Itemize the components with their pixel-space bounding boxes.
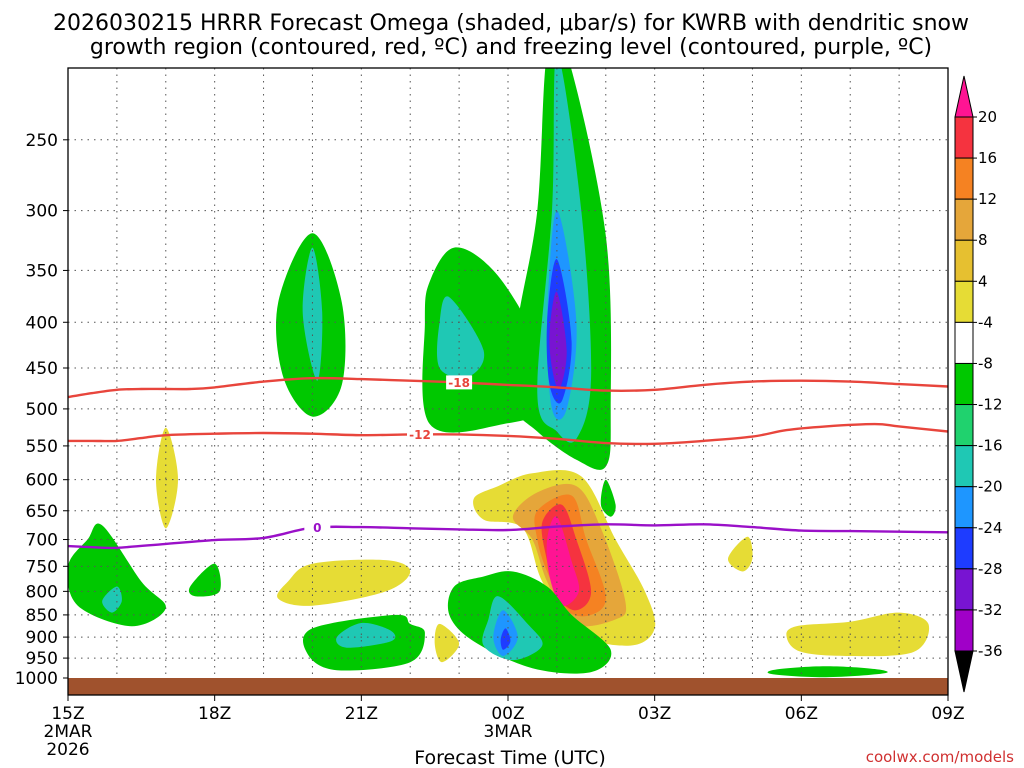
colorbar-tick-label: -12 [978, 396, 1003, 414]
contour-label-dgz-minus18: -18 [448, 376, 470, 390]
colorbar-segment [954, 404, 974, 447]
colorbar-segment [954, 486, 974, 529]
omega-region-11 [436, 296, 485, 378]
colorbar-segment [954, 116, 974, 159]
x-tick-label: 15Z [51, 704, 84, 724]
colorbar-segment [954, 280, 974, 323]
y-axis: 2503003504004505005506006507007508008509… [15, 131, 68, 689]
chart-title-line2: growth region (contoured, red, ºC) and f… [90, 35, 932, 60]
colorbar-segment [954, 568, 974, 611]
colorbar-tick-label: 20 [978, 108, 997, 126]
x-axis-label: Forecast Time (UTC) [414, 747, 605, 768]
colorbar-tick-label: 4 [978, 272, 988, 290]
y-tick-label: 700 [26, 531, 58, 551]
colorbar-tick-label: -28 [978, 560, 1003, 578]
colorbar-tick-label: -24 [978, 519, 1003, 537]
chart-title-line1: 2026030215 HRRR Forecast Omega (shaded, … [53, 11, 969, 36]
colorbar-bottom-cap [954, 650, 974, 693]
contour-freezing-level [68, 523, 948, 550]
x-tick-label: 06Z [785, 704, 818, 724]
colorbar: 20 16 12 8 4 -4 -8 -12 -16 -20 -24 -28 -32 -36 [954, 75, 1003, 693]
colorbar-segment [954, 198, 974, 241]
contour-label-bg [407, 427, 433, 442]
contour-label-bg [304, 520, 331, 535]
plot-area: -18 -12 0 [67, 67, 949, 696]
contour-dgz-minus18 [68, 376, 948, 399]
credit-text: coolwx.com/models [866, 748, 1014, 766]
y-tick-label: 850 [26, 606, 58, 626]
omega-region-9 [434, 623, 460, 663]
y-tick-label: 650 [26, 502, 58, 522]
colorbar-segment [954, 239, 974, 282]
colorbar-segment [954, 321, 974, 364]
colorbar-segment [954, 362, 974, 406]
y-tick-label: 1000 [15, 669, 58, 689]
colorbar-segment [954, 527, 974, 570]
x-tick-label: 09Z [931, 704, 964, 724]
colorbar-tick-label: 16 [978, 149, 997, 167]
omega-region-1 [102, 586, 122, 613]
omega-region-8 [336, 622, 396, 648]
colorbar-tick-label: 12 [978, 190, 997, 208]
x-tick-label: 00Z [491, 704, 524, 724]
y-tick-label: 350 [26, 261, 58, 281]
x-tick-label: 03Z [638, 704, 671, 724]
y-tick-label: 550 [26, 437, 58, 457]
y-tick-label: 900 [26, 628, 58, 648]
x-tick-label: 21Z [345, 704, 378, 724]
contour-dgz-minus12 [68, 422, 948, 446]
colorbar-segment [954, 157, 974, 200]
omega-region-6 [277, 559, 411, 606]
y-tick-label: 250 [26, 131, 58, 151]
x-date-label: 2MAR [44, 722, 93, 742]
x-tick-label: 18Z [198, 704, 231, 724]
omega-region-29 [767, 666, 888, 678]
y-tick-label: 400 [26, 313, 58, 333]
grid-lines [68, 68, 948, 678]
colorbar-tick-label: -16 [978, 437, 1003, 455]
y-tick-label: 800 [26, 582, 58, 602]
omega-region-3 [188, 563, 221, 597]
x-year-label: 2026 [46, 740, 89, 760]
y-tick-label: 450 [26, 359, 58, 379]
y-tick-label: 500 [26, 400, 58, 420]
omega-region-0 [68, 523, 166, 627]
colorbar-segment [954, 445, 974, 488]
omega-region-28 [786, 612, 930, 657]
omega-region-22 [546, 516, 580, 607]
colorbar-tick-label: -32 [978, 601, 1003, 619]
omega-region-2 [156, 427, 178, 529]
contour-label-bg [446, 375, 473, 390]
colorbar-tick-label: -4 [978, 313, 993, 331]
colorbar-segment [954, 609, 974, 652]
colorbar-tick-label: -8 [978, 354, 993, 372]
x-date-label: 3MAR [484, 722, 533, 742]
omega-region-17 [600, 479, 616, 517]
omega-region-16 [549, 291, 567, 390]
colorbar-tick-label: -20 [978, 478, 1003, 496]
colorbar-tick-label: 8 [978, 231, 988, 249]
contour-lines: -18 -12 0 [68, 375, 948, 550]
contour-label-dgz-minus12: -12 [409, 428, 431, 442]
omega-regions [68, 68, 930, 678]
omega-region-23 [727, 536, 753, 572]
y-tick-label: 950 [26, 649, 58, 669]
y-tick-label: 300 [26, 202, 58, 222]
colorbar-top-cap [954, 75, 974, 118]
omega-region-5 [302, 247, 323, 381]
ground-layer [68, 678, 948, 695]
contour-label-freezing-level: 0 [313, 521, 321, 535]
y-tick-label: 750 [26, 557, 58, 577]
colorbar-tick-label: -36 [978, 642, 1003, 660]
y-tick-label: 600 [26, 471, 58, 491]
